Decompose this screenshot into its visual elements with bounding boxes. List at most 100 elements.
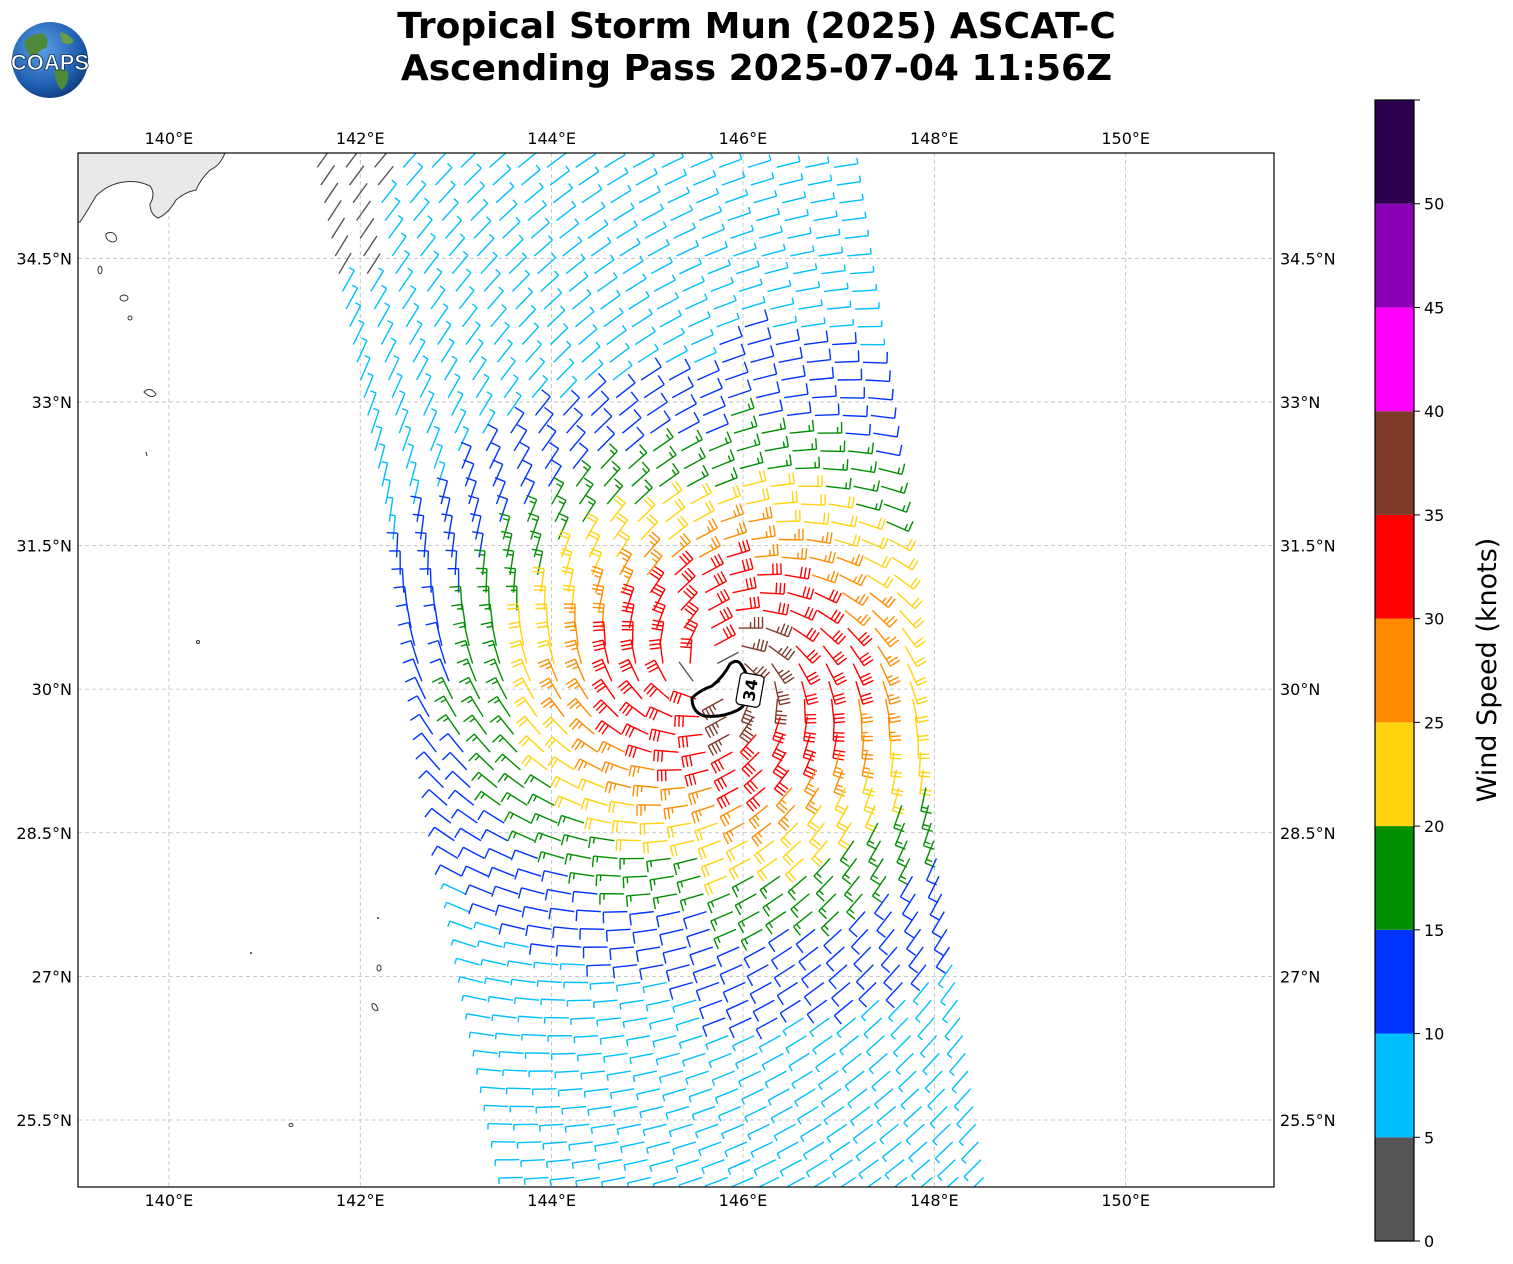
wind-barb (637, 343, 659, 363)
wind-barb (487, 995, 514, 1003)
wind-barb (404, 676, 427, 700)
wind-barb (331, 217, 346, 239)
colorbar-bin (1375, 1033, 1414, 1138)
wind-barb (402, 425, 412, 452)
wind-barb (616, 220, 638, 239)
wind-barb (523, 477, 535, 505)
wind-barb (784, 209, 809, 222)
wind-barb (836, 175, 862, 186)
island (143, 388, 157, 398)
wind-barb (493, 321, 510, 346)
wind-barb (538, 1123, 564, 1132)
wind-barb (514, 696, 538, 718)
wind-barb (668, 358, 691, 381)
wind-barb (642, 840, 668, 854)
wind-barb (530, 812, 558, 824)
wind-barb (483, 1104, 509, 1112)
wind-barb (806, 348, 832, 363)
wind-barb (863, 1017, 883, 1040)
wind-barb (662, 327, 685, 346)
wind-barb (863, 556, 892, 569)
wind-barb (525, 924, 552, 937)
wind-barb (471, 771, 498, 789)
island (371, 1003, 379, 1011)
wind-barb (463, 163, 482, 186)
wind-barb (778, 346, 803, 363)
wind-barb (672, 999, 697, 1013)
wind-barb (440, 338, 455, 363)
wind-barb (746, 787, 766, 812)
wind-barb (370, 267, 385, 292)
wind-barb (423, 390, 435, 416)
wind-barb (406, 162, 424, 186)
wind-barb (839, 1176, 857, 1187)
wind-barb (757, 1176, 780, 1187)
wind-barb (431, 153, 447, 168)
wind-barb (963, 1159, 982, 1182)
wind-barb (533, 832, 562, 844)
wind-barb (836, 553, 864, 567)
wind-barb (553, 340, 572, 363)
wind-barb (649, 1017, 674, 1030)
wind-barb (858, 1159, 879, 1180)
wind-barb (785, 1176, 805, 1187)
wind-barb (571, 890, 598, 903)
wind-barb (823, 928, 842, 955)
wind-barb (687, 786, 712, 806)
wind-barb (881, 482, 909, 494)
wind-barb (532, 566, 545, 593)
wind-barb (850, 928, 869, 955)
wind-barb (684, 769, 709, 787)
wind-barb (888, 999, 906, 1023)
wind-barb (601, 1176, 626, 1187)
wind-barb (818, 246, 844, 257)
wind-barb (918, 752, 931, 778)
wind-barb (693, 346, 717, 363)
wind-barb (523, 1176, 549, 1185)
wind-barb (510, 658, 532, 682)
colorbar-tick-label: 30 (1424, 610, 1444, 629)
wind-barb (611, 820, 638, 833)
wind-barb (542, 716, 569, 735)
wind-barb (847, 1088, 868, 1109)
wind-barb (513, 997, 540, 1004)
wind-barb (559, 963, 585, 970)
wind-barb (921, 805, 933, 833)
wind-barb (526, 494, 538, 523)
wind-barb (832, 751, 846, 779)
latitude-tick-label-left: 30°N (32, 680, 72, 699)
wind-barb (559, 375, 578, 399)
wind-barb (622, 255, 644, 275)
wind-barb (405, 302, 420, 328)
wind-barb (682, 275, 705, 293)
wind-barb (828, 496, 855, 509)
wind-barb (890, 1017, 909, 1040)
wind-barb (498, 1050, 524, 1058)
wind-barb (890, 752, 903, 778)
wind-barb (555, 944, 582, 957)
wind-barb (620, 1141, 645, 1154)
wind-barb (366, 253, 381, 275)
wind-barb (624, 744, 652, 759)
wind-barb (775, 787, 793, 814)
wind-barb (580, 797, 608, 811)
wind-barb (589, 981, 615, 991)
wind-barb (868, 1052, 888, 1075)
wind-barb (474, 549, 486, 576)
colorbar-tick-label: 50 (1424, 195, 1444, 214)
wind-barb (844, 609, 872, 627)
wind-barb (423, 250, 440, 275)
wind-barb (691, 1105, 716, 1121)
wind-barb (449, 585, 463, 611)
wind-barb (427, 826, 455, 842)
wind-barb (736, 260, 760, 275)
wind-barb (352, 319, 365, 345)
wind-barb (786, 401, 812, 417)
wind-barb (591, 678, 616, 700)
wind-barb (504, 567, 517, 593)
wind-barb (571, 1159, 597, 1169)
wind-barb (386, 496, 394, 522)
wind-barb (560, 834, 588, 846)
wind-barb (571, 288, 592, 310)
wind-barb (631, 461, 651, 487)
